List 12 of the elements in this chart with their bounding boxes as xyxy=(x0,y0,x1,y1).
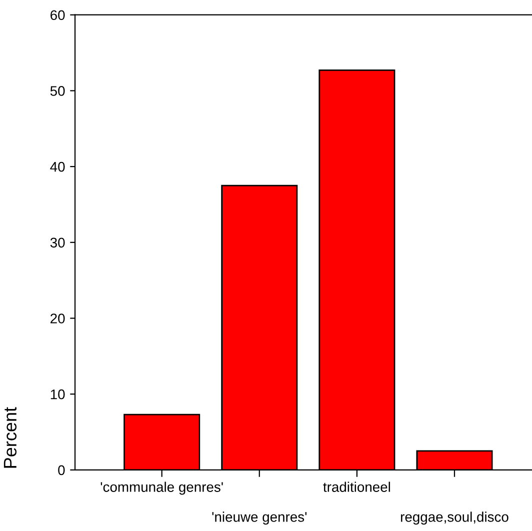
y-tick-label: 40 xyxy=(50,162,65,172)
x-tick-label: reggae,soul,disco xyxy=(400,512,508,525)
y-tick-label: 0 xyxy=(58,465,65,476)
x-tick-label: 'communale genres' xyxy=(100,482,223,495)
x-tick-label: 'nieuwe genres' xyxy=(212,512,307,525)
x-tick-label: traditioneel xyxy=(323,482,390,492)
y-tick-label: 60 xyxy=(50,10,65,20)
y-tick-label: 30 xyxy=(50,238,65,248)
y-tick-label: 50 xyxy=(50,86,65,96)
y-tick-label: 20 xyxy=(50,314,65,324)
y-tick-label: 10 xyxy=(50,389,65,400)
y-axis-title: Percent xyxy=(4,407,17,468)
